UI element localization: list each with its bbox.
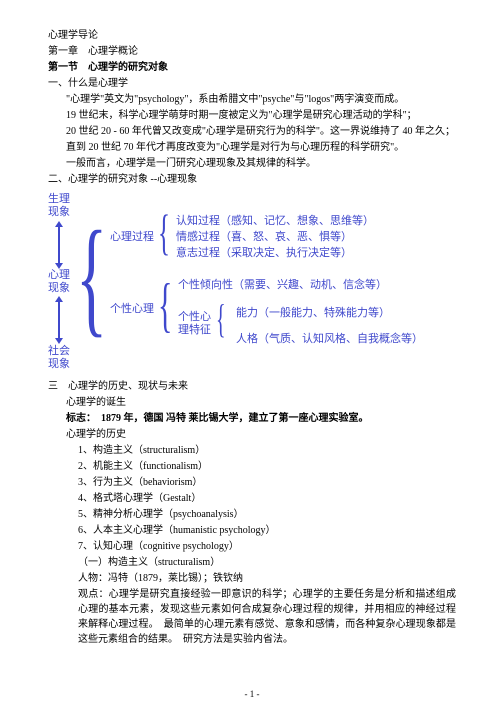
arrow-2 — [58, 301, 60, 339]
brace-3: { — [158, 265, 172, 345]
chapter: 第一章 心理学概论 — [48, 44, 456, 59]
page-number: - 1 - — [0, 688, 504, 702]
node-xlxx: 心理 现象 — [48, 269, 70, 295]
li-4: 4、格式塔心理学（Gestalt） — [48, 491, 456, 506]
li-3: 3、行为主义（behaviorism） — [48, 475, 456, 490]
li-6: 6、人本主义心理学（humanistic psychology） — [48, 523, 456, 538]
node-tz: 个性心 理特征 — [178, 311, 211, 337]
li-2: 2、机能主义（functionalism） — [48, 459, 456, 474]
label-xx-3: 现象 — [48, 358, 70, 370]
arrow-1 — [58, 226, 60, 264]
label-tz2: 理特征 — [178, 324, 211, 336]
node-slxx-1: 生理 现象 — [48, 193, 70, 219]
heading-1: 一、什么是心理学 — [48, 76, 456, 91]
label-sl: 生理 — [48, 193, 70, 205]
section: 第一节 心理学的研究对象 — [48, 60, 456, 75]
title: 心理学导论 — [48, 28, 456, 43]
sub-3c: 心理学的历史 — [48, 427, 456, 442]
node-qx: 个性倾向性（需要、兴趣、动机、信念等） — [178, 279, 387, 292]
label-xl: 心理 — [48, 269, 70, 281]
sub-3e: 人物：冯特（1879，莱比锡）；铁钦纳 — [48, 571, 456, 586]
node-proc: 心理过程 — [110, 231, 154, 244]
sub-3f: 观点：心理学是研究直接经验一即意识的科学；心理学的主要任务是分析和描述组成心理的… — [48, 587, 456, 647]
brace-2: { — [158, 187, 170, 277]
node-gx: 个性心理 — [110, 303, 154, 316]
label-xx-1: 现象 — [48, 206, 70, 218]
node-qg: 情感过程（喜、怒、哀、恶、惧等） — [176, 231, 352, 244]
para-4: 直到 20 世纪 70 年代才再度改变为"心理学是对行为与心理历程的科学研究"。 — [48, 140, 456, 155]
li-5: 5、精神分析心理学（psychoanalysis） — [48, 507, 456, 522]
para-5: 一般而言，心理学是一门研究心理现象及其规律的科学。 — [48, 156, 456, 171]
para-3: 20 世纪 20 - 60 年代曾又改变成"心理学是研究行为的科学"。这一界说维… — [48, 124, 456, 139]
para-2: 19 世纪末，科学心理学萌芽时期一度被定义为"心理学是研究心理活动的学科"； — [48, 108, 456, 123]
diagram: 生理 现象 心理 现象 社会 现象 { 心理过程 { 认知过程（感知、记忆、想象… — [48, 193, 456, 373]
heading-3: 三 心理学的历史、现状与未来 — [48, 379, 456, 394]
node-yz: 意志过程（采取决定、执行决定等） — [176, 247, 352, 260]
sub-3b: 标志： 1879 年，德国 冯特 莱比锡大学，建立了第一座心理实验室。 — [48, 411, 456, 426]
brace-4: { — [216, 291, 226, 346]
para-1: "心理学"英文为"psychology"，系由希腊文中"psyche"与"log… — [48, 92, 456, 107]
label-sh: 社会 — [48, 345, 70, 357]
label-xx-2: 现象 — [48, 282, 70, 294]
sub-3a: 心理学的诞生 — [48, 395, 456, 410]
heading-2: 二、心理学的研究对象 --心理现象 — [48, 172, 456, 187]
node-shxx: 社会 现象 — [48, 345, 70, 371]
li-7: 7、认知心理（cognitive psychology） — [48, 539, 456, 554]
label-tz1: 个性心 — [178, 311, 211, 323]
sub-3d: （一）构造主义（structuralism） — [48, 555, 456, 570]
node-rz: 认知过程（感知、记忆、想象、思维等） — [176, 215, 374, 228]
brace-1: { — [76, 187, 107, 367]
node-nl: 能力（一般能力、特殊能力等） — [236, 307, 390, 320]
li-1: 1、构造主义（structuralism） — [48, 443, 456, 458]
node-rg: 人格（气质、认知风格、自我概念等） — [236, 333, 423, 346]
